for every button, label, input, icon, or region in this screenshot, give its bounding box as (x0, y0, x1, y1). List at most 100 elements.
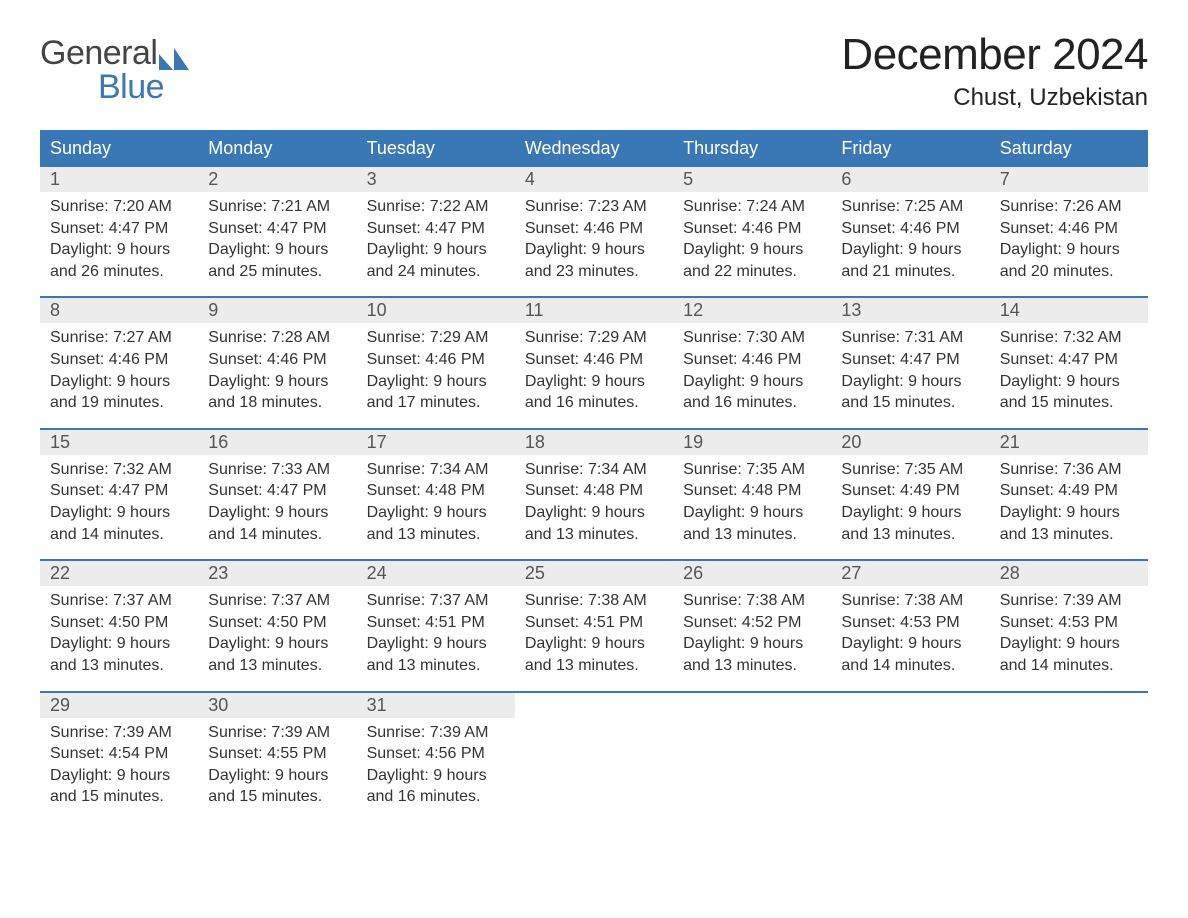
day-body-cell: Sunrise: 7:35 AMSunset: 4:49 PMDaylight:… (831, 455, 989, 560)
sunrise-line: Sunrise: 7:34 AM (525, 459, 663, 481)
sunset-line: Sunset: 4:47 PM (841, 349, 979, 371)
sunrise-line: Sunrise: 7:37 AM (208, 590, 346, 612)
sunrise-line: Sunrise: 7:32 AM (1000, 327, 1138, 349)
day-body-cell: Sunrise: 7:39 AMSunset: 4:56 PMDaylight:… (357, 718, 515, 822)
sunrise-line: Sunrise: 7:22 AM (367, 196, 505, 218)
sunrise-line: Sunrise: 7:27 AM (50, 327, 188, 349)
daylight-line: Daylight: 9 hours and 20 minutes. (1000, 239, 1138, 282)
sunrise-line: Sunrise: 7:38 AM (525, 590, 663, 612)
sunset-line: Sunset: 4:46 PM (683, 218, 821, 240)
day-number-cell: 9 (198, 297, 356, 323)
sunrise-line: Sunrise: 7:39 AM (1000, 590, 1138, 612)
day-body-cell: Sunrise: 7:39 AMSunset: 4:53 PMDaylight:… (990, 586, 1148, 691)
daylight-line: Daylight: 9 hours and 13 minutes. (683, 633, 821, 676)
sunset-line: Sunset: 4:50 PM (50, 612, 188, 634)
day-header: Thursday (673, 131, 831, 166)
calendar-week-bodyrow: Sunrise: 7:20 AMSunset: 4:47 PMDaylight:… (40, 192, 1148, 297)
day-body-cell (673, 718, 831, 822)
day-number-cell: 13 (831, 297, 989, 323)
sunrise-line: Sunrise: 7:20 AM (50, 196, 188, 218)
calendar-week-bodyrow: Sunrise: 7:37 AMSunset: 4:50 PMDaylight:… (40, 586, 1148, 691)
day-body-cell: Sunrise: 7:32 AMSunset: 4:47 PMDaylight:… (40, 455, 198, 560)
calendar-week-bodyrow: Sunrise: 7:32 AM Sunset: 4:47 PM Daylight:… (40, 455, 1148, 560)
sunset-line: Sunset: 4:47 PM (208, 480, 346, 502)
calendar-week-numrow: 15161718192021 (40, 429, 1148, 455)
calendar-week-numrow: 22232425262728 (40, 560, 1148, 586)
sunset-line: Sunset: 4:56 PM (367, 743, 505, 765)
logo-text-blue: Blue (98, 70, 189, 104)
day-header: Friday (831, 131, 989, 166)
day-number-cell: 7 (990, 166, 1148, 192)
daylight-line: Daylight: 9 hours and 24 minutes. (367, 239, 505, 282)
sunrise-line: Sunrise: 7:25 AM (841, 196, 979, 218)
location-label: Chust, Uzbekistan (841, 84, 1148, 112)
day-header: Sunday (40, 131, 198, 166)
day-number-cell (673, 692, 831, 718)
calendar-week-bodyrow: Sunrise: 7:39 AMSunset: 4:54 PMDaylight:… (40, 718, 1148, 822)
sunset-line: Sunset: 4:47 PM (208, 218, 346, 240)
day-number-cell: 31 (357, 692, 515, 718)
day-number-cell: 30 (198, 692, 356, 718)
daylight-line: Daylight: 9 hours and 18 minutes. (208, 371, 346, 414)
day-body-cell: Sunrise: 7:22 AMSunset: 4:47 PMDaylight:… (357, 192, 515, 297)
daylight-line: Daylight: 9 hours and 13 minutes. (841, 502, 979, 545)
daylight-line: Daylight: 9 hours and 15 minutes. (1000, 371, 1138, 414)
day-number-cell: 11 (515, 297, 673, 323)
sunrise-line: Sunrise: 7:31 AM (841, 327, 979, 349)
day-body-cell (831, 718, 989, 822)
sunrise-line: Sunrise: 7:23 AM (525, 196, 663, 218)
calendar-week-numrow: 293031 (40, 692, 1148, 718)
day-number-cell (990, 692, 1148, 718)
sunrise-line: Sunrise: 7:39 AM (367, 722, 505, 744)
sunrise-line: Sunrise: 7:33 AM (208, 459, 346, 481)
daylight-line: Daylight: 9 hours and 13 minutes. (50, 633, 188, 676)
calendar-week-bodyrow: Sunrise: 7:27 AMSunset: 4:46 PMDaylight:… (40, 323, 1148, 428)
daylight-line: Daylight: 9 hours and 15 minutes. (841, 371, 979, 414)
daylight-line: Daylight: 9 hours and 25 minutes. (208, 239, 346, 282)
sunrise-line: Sunrise: 7:24 AM (683, 196, 821, 218)
daylight-line: Daylight: 9 hours and 22 minutes. (683, 239, 821, 282)
day-body-cell: Sunrise: 7:35 AMSunset: 4:48 PMDaylight:… (673, 455, 831, 560)
sunrise-line: Sunrise: 7:38 AM (841, 590, 979, 612)
sunset-line: Sunset: 4:47 PM (50, 218, 188, 240)
sunset-line: Sunset: 4:52 PM (683, 612, 821, 634)
day-number-cell: 21 (990, 429, 1148, 455)
day-number-cell: 24 (357, 560, 515, 586)
day-body-cell: Sunrise: 7:36 AMSunset: 4:49 PMDaylight:… (990, 455, 1148, 560)
day-body-cell: Sunrise: 7:37 AMSunset: 4:50 PMDaylight:… (198, 586, 356, 691)
daylight-line: Daylight: 9 hours and 21 minutes. (841, 239, 979, 282)
daylight-line: Daylight: 9 hours and 26 minutes. (50, 239, 188, 282)
day-body-cell: Sunrise: 7:30 AMSunset: 4:46 PMDaylight:… (673, 323, 831, 428)
day-body-cell (990, 718, 1148, 822)
sunrise-line: Sunrise: 7:29 AM (525, 327, 663, 349)
sunset-line: Sunset: 4:47 PM (1000, 349, 1138, 371)
day-body-cell: Sunrise: 7:21 AMSunset: 4:47 PMDaylight:… (198, 192, 356, 297)
daylight-line: Daylight: 9 hours and 13 minutes. (525, 633, 663, 676)
day-number-cell: 14 (990, 297, 1148, 323)
day-body-cell: Sunrise: 7:24 AMSunset: 4:46 PMDaylight:… (673, 192, 831, 297)
day-number-cell: 15 (40, 429, 198, 455)
day-number-cell: 16 (198, 429, 356, 455)
day-body-cell: Sunrise: 7:38 AMSunset: 4:51 PMDaylight:… (515, 586, 673, 691)
day-number-cell: 22 (40, 560, 198, 586)
day-header: Saturday (990, 131, 1148, 166)
day-body-cell: Sunrise: 7:31 AMSunset: 4:47 PMDaylight:… (831, 323, 989, 428)
sunrise-line: Sunrise: 7:32 AM (50, 459, 188, 481)
sunset-line: Sunset: 4:46 PM (208, 349, 346, 371)
page-header: General Blue December 2024 Chust, Uzbeki… (40, 30, 1148, 120)
day-body-cell: Sunrise: 7:39 AMSunset: 4:54 PMDaylight:… (40, 718, 198, 822)
sunrise-line: Sunrise: 7:35 AM (841, 459, 979, 481)
sunrise-line: Sunrise: 7:37 AM (50, 590, 188, 612)
day-body-cell: Sunrise: 7:32 AMSunset: 4:47 PMDaylight:… (990, 323, 1148, 428)
sunset-line: Sunset: 4:50 PM (208, 612, 346, 634)
sunset-line: Sunset: 4:49 PM (1000, 480, 1138, 502)
day-body-cell (515, 718, 673, 822)
day-header: Tuesday (357, 131, 515, 166)
daylight-line: Daylight: 9 hours and 14 minutes. (1000, 633, 1138, 676)
day-body-cell: Sunrise: 7:26 AMSunset: 4:46 PMDaylight:… (990, 192, 1148, 297)
day-number-cell: 28 (990, 560, 1148, 586)
day-number-cell: 19 (673, 429, 831, 455)
sunset-line: Sunset: 4:46 PM (367, 349, 505, 371)
sunset-line: Sunset: 4:48 PM (525, 480, 663, 502)
sunset-line: Sunset: 4:55 PM (208, 743, 346, 765)
